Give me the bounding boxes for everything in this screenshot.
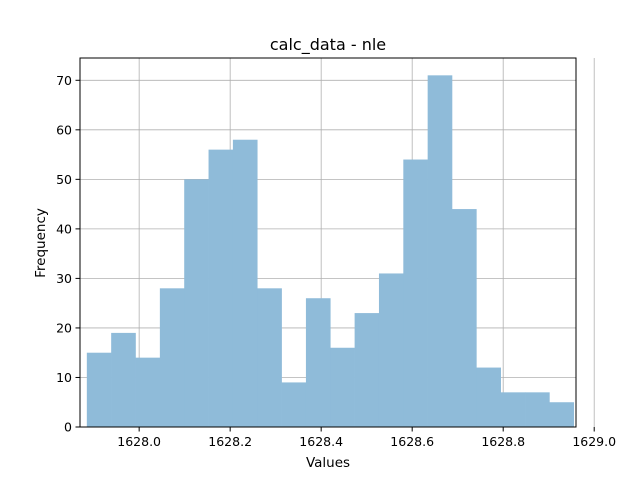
x-tick-label-5: 1629.0 (572, 434, 616, 449)
y-tick-label-6: 60 (56, 122, 72, 137)
histogram-bar-8 (281, 382, 307, 427)
histogram-bar-1 (111, 332, 136, 427)
y-axis-label: Frequency (33, 208, 49, 278)
plot-area: 1628.0 1628.2 1628.4 1628.6 1628.8 1629.0 0 10 2… (56, 57, 616, 449)
histogram-bar-4 (184, 179, 209, 427)
histogram-bar-11 (354, 313, 380, 427)
histogram-bar-5 (208, 149, 234, 428)
histogram-bar-3 (159, 288, 185, 427)
histogram-bar-0 (86, 352, 112, 427)
y-tick-label-2: 20 (56, 320, 72, 335)
chart-title: calc_data - nle (270, 35, 386, 55)
histogram-bar-14 (427, 75, 453, 427)
histogram-bar-16 (476, 367, 501, 427)
axes-frame (79, 57, 577, 428)
histogram-bar-19 (549, 402, 575, 427)
x-tick-label-3: 1628.6 (390, 434, 434, 449)
histogram-bar-12 (378, 273, 404, 427)
y-tick-label-4: 40 (56, 221, 72, 236)
histogram-bar-13 (403, 159, 428, 427)
histogram-bar-10 (330, 347, 355, 427)
histogram-bar-2 (135, 357, 161, 427)
x-axis-label: Values (306, 455, 350, 471)
x-tick-label-4: 1628.8 (481, 434, 525, 449)
histogram-bar-15 (452, 209, 477, 427)
y-tick-label-0: 0 (64, 420, 72, 435)
histogram-bar-18 (525, 392, 550, 427)
y-tick-label-7: 70 (56, 73, 72, 88)
x-tick-label-0: 1628.0 (117, 434, 161, 449)
y-tick-label-3: 30 (56, 271, 72, 286)
histogram-bar-17 (500, 392, 526, 427)
histogram-bar-7 (257, 288, 282, 427)
x-tick-label-2: 1628.4 (299, 434, 343, 449)
y-tick-label-5: 50 (56, 172, 72, 187)
x-tick-label-1: 1628.2 (208, 434, 252, 449)
histogram-bar-6 (232, 139, 258, 427)
y-tick-label-1: 10 (56, 370, 72, 385)
histogram-bar-9 (305, 298, 331, 427)
